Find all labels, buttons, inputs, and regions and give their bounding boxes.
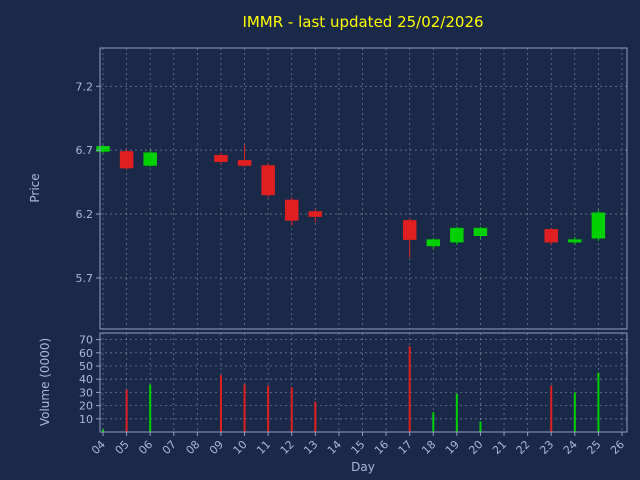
- candle-body-04: [96, 146, 110, 152]
- x-tick-label: 04: [89, 438, 108, 457]
- candle-body-19: [450, 227, 464, 243]
- x-tick-label: 11: [254, 438, 273, 457]
- x-tick-label: 21: [490, 438, 509, 457]
- price-y-tick-label: 7.2: [76, 80, 94, 93]
- x-tick-label: 13: [301, 438, 320, 457]
- x-tick-label: 08: [183, 438, 202, 457]
- candlesticks: [96, 145, 606, 258]
- volume-bar-24: [573, 392, 576, 432]
- candle-body-05: [119, 151, 134, 169]
- x-tick-label: 24: [561, 438, 580, 457]
- price-panel-frame: [99, 47, 628, 330]
- x-tick-label: 26: [608, 438, 627, 457]
- volume-bars: [102, 346, 600, 432]
- x-tick-label: 09: [207, 438, 226, 457]
- x-tick-label: 15: [349, 438, 368, 457]
- volume-bar-09: [219, 375, 222, 432]
- volume-axis-label: Volume (0000): [38, 338, 52, 426]
- volume-bar-06: [149, 384, 152, 432]
- x-tick-label: 19: [443, 438, 462, 457]
- volume-y-tick-label: 10: [79, 413, 93, 426]
- volume-y-tick-label: 60: [79, 347, 93, 360]
- volume-bar-18: [432, 412, 435, 432]
- chart-title: IMMR - last updated 25/02/2026: [242, 13, 483, 31]
- volume-bar-17: [408, 346, 411, 432]
- volume-bar-19: [455, 393, 458, 432]
- x-tick-label: 17: [396, 438, 415, 457]
- price-axis-label: Price: [28, 173, 42, 202]
- volume-bar-20: [479, 421, 482, 432]
- volume-bar-25: [597, 372, 600, 432]
- volume-bar-11: [267, 385, 270, 432]
- price-y-tick-label: 5.7: [76, 272, 94, 285]
- volume-bar-05: [125, 389, 128, 432]
- x-tick-label: 25: [584, 438, 603, 457]
- x-tick-label: 16: [372, 438, 391, 457]
- price-y-tick-label: 6.2: [76, 208, 94, 221]
- volume-y-tick-label: 30: [79, 386, 93, 399]
- candle-body-13: [308, 211, 323, 217]
- x-tick-label: 20: [466, 438, 485, 457]
- x-tick-label: 12: [278, 438, 297, 457]
- x-tick-label: 06: [136, 438, 155, 457]
- candle-body-24: [568, 239, 582, 243]
- candle-body-10: [237, 160, 252, 166]
- candle-body-12: [284, 199, 299, 221]
- candle-body-09: [214, 155, 228, 162]
- candle-body-23: [544, 229, 558, 243]
- price-y-tick-label: 6.7: [76, 144, 94, 157]
- candle-body-11: [261, 165, 275, 196]
- x-tick-label: 23: [537, 438, 556, 457]
- volume-bar-04: [102, 429, 104, 432]
- volume-panel-frame: [99, 332, 628, 433]
- volume-bar-13: [314, 401, 317, 432]
- x-tick-label: 22: [514, 438, 533, 457]
- x-tick-label: 07: [160, 438, 179, 457]
- candle-body-25: [591, 212, 606, 239]
- volume-y-tick-label: 70: [79, 334, 93, 347]
- candle-body-20: [473, 227, 488, 237]
- candle-body-17: [402, 220, 417, 240]
- volume-bar-23: [550, 385, 553, 432]
- volume-bar-12: [290, 387, 293, 432]
- volume-y-tick-label: 20: [79, 400, 93, 413]
- x-tick-label: 10: [231, 438, 250, 457]
- volume-y-tick-label: 50: [79, 360, 93, 373]
- x-axis-label: Day: [351, 460, 375, 474]
- x-tick-label: 18: [419, 438, 438, 457]
- candle-body-18: [426, 239, 441, 247]
- x-tick-label: 05: [113, 438, 132, 457]
- candle-body-06: [143, 152, 157, 166]
- volume-bar-10: [243, 384, 246, 432]
- x-tick-label: 14: [325, 438, 344, 457]
- volume-y-tick-label: 40: [79, 373, 93, 386]
